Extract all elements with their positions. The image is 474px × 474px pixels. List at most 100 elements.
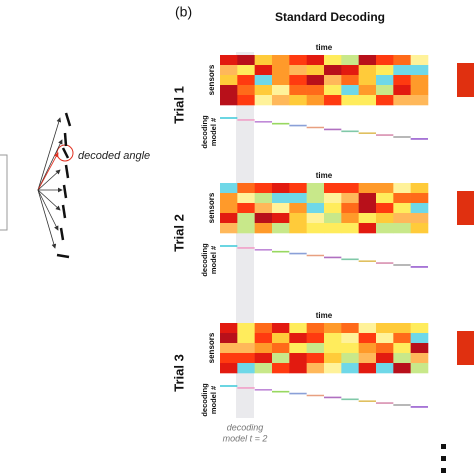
heatmap-cell bbox=[220, 183, 238, 194]
panel-title: Standard Decoding bbox=[275, 10, 385, 24]
cut-box bbox=[0, 154, 8, 231]
heatmap-cell bbox=[237, 213, 255, 224]
heatmap-cell bbox=[358, 85, 377, 96]
heatmap-cell bbox=[410, 95, 429, 106]
heatmap-cell bbox=[410, 85, 429, 96]
heatmap-cell bbox=[341, 183, 359, 194]
heatmap-cell bbox=[410, 323, 429, 334]
heatmap-cell bbox=[393, 343, 411, 354]
heatmap-cell bbox=[324, 333, 342, 344]
heatmap-cell bbox=[237, 323, 255, 334]
heatmap-cell bbox=[306, 213, 325, 224]
heatmap-cell bbox=[220, 343, 238, 354]
heatmap-cell bbox=[376, 193, 394, 204]
heatmap-cell bbox=[306, 55, 325, 66]
heatmap-cell bbox=[306, 363, 325, 374]
heatmap-cell bbox=[237, 363, 255, 374]
highlight-label: model t = 2 bbox=[223, 433, 268, 443]
heatmap-cell bbox=[324, 363, 342, 374]
model-label: model # bbox=[209, 117, 218, 146]
heatmap-cell bbox=[289, 363, 307, 374]
heatmap-cell bbox=[220, 363, 238, 374]
model-label: model # bbox=[209, 245, 218, 274]
heatmap-cell bbox=[393, 85, 411, 96]
heatmap-cell bbox=[376, 55, 394, 66]
orientation-bar bbox=[62, 184, 68, 199]
heatmap-cell bbox=[272, 333, 290, 344]
time-label: time bbox=[316, 311, 333, 320]
heatmap-cell bbox=[324, 323, 342, 334]
time-label: time bbox=[316, 43, 333, 52]
heatmap-cell bbox=[306, 353, 325, 364]
heatmap-cell bbox=[341, 193, 359, 204]
heatmap-cell bbox=[324, 343, 342, 354]
heatmap-cell bbox=[341, 213, 359, 224]
heatmap-cell bbox=[410, 363, 429, 374]
heatmap-cell bbox=[393, 75, 411, 86]
heatmap-cell bbox=[237, 183, 255, 194]
next-panel bbox=[457, 331, 474, 365]
heatmap-cell bbox=[254, 193, 273, 204]
heatmap-cell bbox=[289, 203, 307, 214]
orientation-bar bbox=[59, 227, 65, 241]
heatmap-cell bbox=[289, 223, 307, 234]
heatmap-cell bbox=[324, 95, 342, 106]
heatmap-cell bbox=[237, 203, 255, 214]
heatmap-cell bbox=[289, 55, 307, 66]
heatmap-cell bbox=[272, 75, 290, 86]
heatmap-cell bbox=[237, 75, 255, 86]
heatmap-cell bbox=[254, 213, 273, 224]
heatmap-cell bbox=[393, 213, 411, 224]
heatmap-cell bbox=[324, 353, 342, 364]
heatmap-cell bbox=[358, 203, 377, 214]
heatmap-cell bbox=[393, 55, 411, 66]
orientation-bar bbox=[63, 132, 68, 147]
heatmap-cell bbox=[358, 193, 377, 204]
heatmap-cell bbox=[393, 353, 411, 364]
arrow bbox=[37, 169, 61, 191]
heatmap-cell bbox=[410, 65, 429, 76]
heatmap-cell bbox=[272, 353, 290, 364]
heatmap-cell bbox=[272, 65, 290, 76]
arrow bbox=[37, 189, 61, 211]
heatmap-cell bbox=[306, 75, 325, 86]
trial-label: Trial 1 bbox=[171, 86, 186, 124]
heatmap-cell bbox=[254, 95, 273, 106]
heatmap-cell bbox=[376, 353, 394, 364]
heatmap-cell bbox=[358, 323, 377, 334]
heatmap-cell bbox=[289, 333, 307, 344]
heatmap-cell bbox=[376, 223, 394, 234]
heatmap-cell bbox=[289, 323, 307, 334]
heatmap-cell bbox=[306, 223, 325, 234]
heatmap-cell bbox=[306, 85, 325, 96]
orientation-bar bbox=[61, 147, 70, 159]
heatmap-cell bbox=[393, 363, 411, 374]
heatmap-cell bbox=[358, 343, 377, 354]
heatmap-cell bbox=[341, 85, 359, 96]
heatmap-cell bbox=[341, 95, 359, 106]
heatmap-cell bbox=[324, 55, 342, 66]
heatmap-cell bbox=[254, 323, 273, 334]
heatmap-cell bbox=[272, 193, 290, 204]
heatmap-cell bbox=[220, 95, 238, 106]
model-label: decoding bbox=[200, 383, 209, 417]
heatmap-cell bbox=[289, 353, 307, 364]
heatmap-cell bbox=[237, 353, 255, 364]
heatmap-cell bbox=[376, 85, 394, 96]
heatmap-cell bbox=[289, 193, 307, 204]
heatmap-cell bbox=[376, 95, 394, 106]
sensors-label: sensors bbox=[207, 332, 216, 363]
heatmap-cell bbox=[324, 223, 342, 234]
heatmap-cell bbox=[272, 223, 290, 234]
heatmap-cell bbox=[220, 353, 238, 364]
time-label: time bbox=[316, 171, 333, 180]
ellipsis bbox=[441, 444, 446, 473]
next-panel bbox=[457, 63, 474, 97]
heatmap-cell bbox=[254, 65, 273, 76]
heatmap-cell bbox=[237, 65, 255, 76]
heatmap-cell bbox=[410, 55, 429, 66]
orientation-bar bbox=[61, 204, 67, 219]
arrow bbox=[37, 189, 59, 231]
heatmap-cell bbox=[341, 343, 359, 354]
heatmap-cell bbox=[220, 193, 238, 204]
